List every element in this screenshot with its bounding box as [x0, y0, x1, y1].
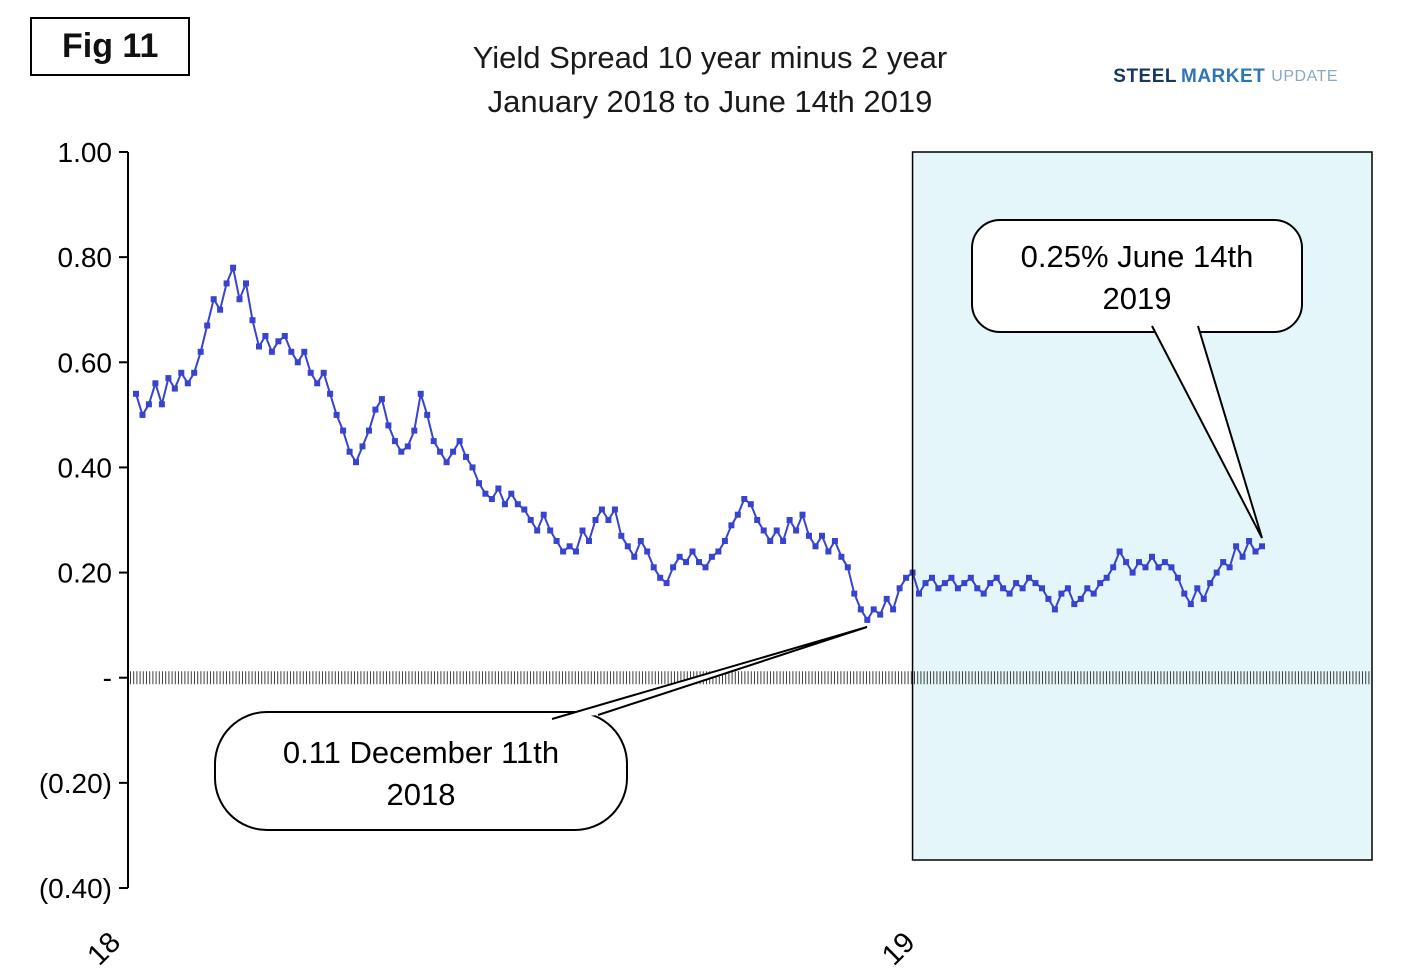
chart-title: Yield Spread 10 year minus 2 year — [472, 40, 948, 75]
logo-word-update: UPDATE — [1271, 68, 1338, 85]
svg-text:-: - — [103, 663, 112, 694]
logo-word-market: MARKET — [1181, 66, 1266, 87]
callout-june-tail — [1151, 325, 1263, 539]
svg-text:0.40: 0.40 — [58, 452, 113, 483]
chart-subtitle: January 2018 to June 14th 2019 — [487, 84, 933, 120]
callout-december-text-line2: 2018 — [387, 777, 456, 812]
callout-december-tail — [551, 626, 868, 720]
chart-title-block: Yield Spread 10 year minus 2 year Januar… — [0, 36, 1420, 124]
data-point-markers — [133, 264, 1265, 623]
callout-june-text-line2: 2019 — [1103, 281, 1172, 316]
svg-text:(0.20): (0.20) — [39, 768, 112, 799]
y-axis-labels: 1.00 0.80 0.60 0.40 0.20 - (0.20) (0.40) — [39, 137, 128, 904]
figure-label: Fig 11 — [30, 17, 191, 76]
x-axis-labels: 18 19 — [82, 926, 922, 971]
callout-december-bubble — [214, 711, 628, 831]
callouts: 0.25% June 14th 2019 0.11 December 11th … — [214, 219, 1303, 831]
smu-logo: STEEL MARKET UPDATE — [1113, 56, 1338, 98]
callout-june-bubble — [971, 219, 1303, 333]
svg-text:0.20: 0.20 — [58, 558, 113, 589]
svg-text:(0.40): (0.40) — [39, 873, 112, 904]
callout-december-text-line1: 0.11 December 11th — [283, 735, 559, 770]
svg-text:18: 18 — [82, 926, 127, 971]
svg-text:0.80: 0.80 — [58, 242, 113, 273]
svg-text:1.00: 1.00 — [58, 137, 113, 168]
svg-text:0.60: 0.60 — [58, 347, 113, 378]
callout-june-text-line1: 0.25% June 14th — [1021, 239, 1254, 274]
logo-word-steel: STEEL — [1113, 66, 1177, 87]
highlight-region-border — [911, 151, 1373, 861]
svg-text:19: 19 — [876, 926, 921, 971]
